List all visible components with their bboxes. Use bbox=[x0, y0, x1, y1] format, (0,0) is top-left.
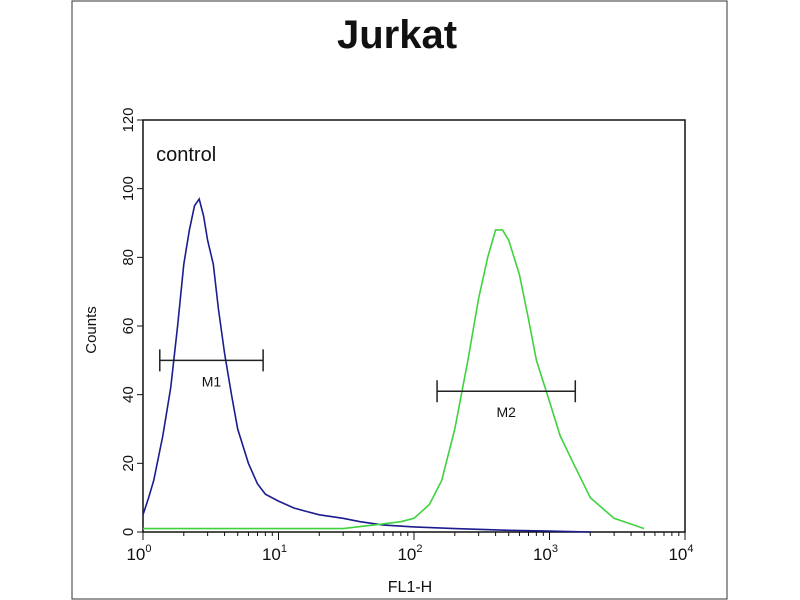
x-tick-label: 104 bbox=[668, 543, 693, 564]
marker-label: M1 bbox=[202, 373, 222, 389]
histogram-line bbox=[143, 229, 645, 530]
plot-area bbox=[142, 119, 686, 533]
annotation: control bbox=[156, 144, 216, 166]
y-tick-label: 0 bbox=[120, 528, 137, 536]
y-tick-label: 80 bbox=[120, 249, 137, 266]
x-tick-label: 101 bbox=[262, 543, 287, 564]
y-tick-label: 20 bbox=[120, 455, 137, 472]
chart-title: Jurkat bbox=[337, 13, 457, 57]
x-tick-label: 103 bbox=[533, 543, 558, 564]
marker-range bbox=[159, 349, 264, 372]
x-axis-label: FL1-H bbox=[388, 579, 432, 596]
x-tick-label: 100 bbox=[126, 543, 151, 564]
tick-base: 10 bbox=[668, 545, 687, 564]
y-axis-label: Counts bbox=[83, 306, 100, 354]
tick-exponent: 4 bbox=[687, 543, 693, 555]
tick-base: 10 bbox=[533, 545, 552, 564]
tick-exponent: 0 bbox=[145, 543, 151, 555]
y-tick-label: 100 bbox=[120, 176, 137, 201]
tick-exponent: 2 bbox=[416, 543, 422, 555]
tick-base: 10 bbox=[397, 545, 416, 564]
histogram-line bbox=[142, 197, 591, 533]
tick-base: 10 bbox=[126, 545, 145, 564]
marker-label: M2 bbox=[496, 404, 516, 420]
tick-base: 10 bbox=[262, 545, 281, 564]
tick-exponent: 3 bbox=[552, 543, 558, 555]
frame bbox=[71, 0, 728, 600]
tick-exponent: 1 bbox=[281, 543, 287, 555]
marker-range bbox=[436, 380, 577, 403]
x-tick-label: 102 bbox=[397, 543, 422, 564]
y-tick-label: 60 bbox=[120, 318, 137, 335]
y-tick-label: 40 bbox=[120, 386, 137, 403]
y-tick-label: 120 bbox=[120, 107, 137, 132]
